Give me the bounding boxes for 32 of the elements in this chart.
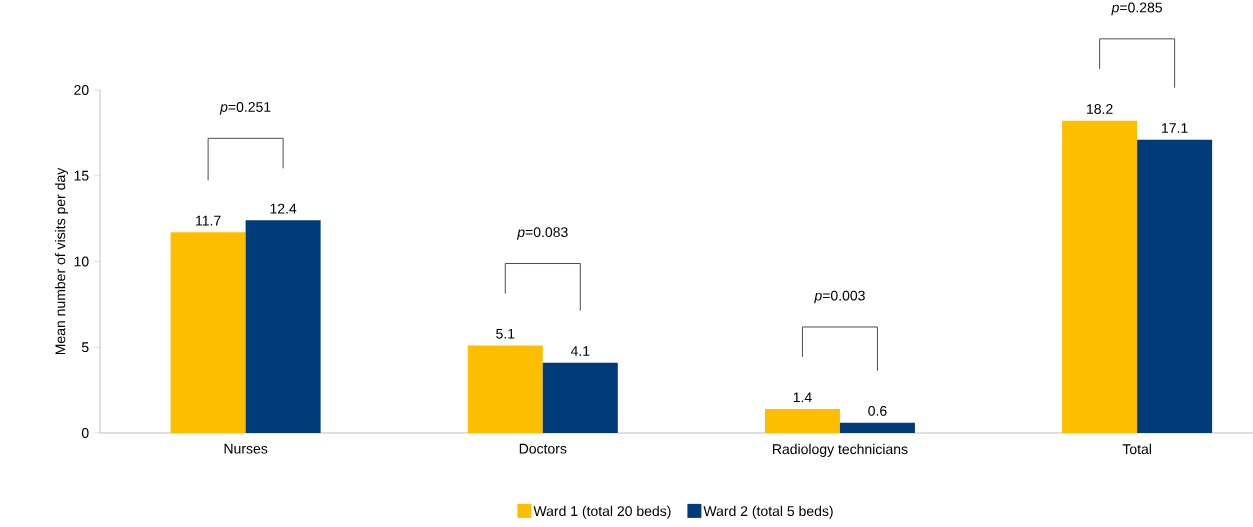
x-tick-label: Doctors [519, 443, 567, 454]
bar [245, 220, 321, 433]
annotation: p=0.003 [814, 290, 865, 304]
y-tick-label: 20 [74, 85, 89, 95]
bar [170, 232, 246, 433]
annotation: p=0.251 [219, 101, 271, 115]
bar [1062, 120, 1138, 433]
y-tick-label: 10 [74, 256, 89, 267]
x-tick-label: Radiology technicians [773, 443, 908, 457]
data-label: 17.1 [1162, 123, 1188, 133]
data-label: 18.2 [1087, 104, 1113, 114]
bar [764, 408, 840, 433]
annotation: p=0.083 [516, 227, 568, 240]
y-tick-label: 0 [81, 428, 89, 438]
data-label: 12.4 [270, 203, 297, 214]
legend-label: Ward 2 (total 5 beds) [703, 505, 833, 519]
data-label: 11.7 [196, 215, 221, 226]
x-tick-label: Nurses [224, 443, 268, 454]
y-tick-label: 5 [81, 342, 89, 353]
text: p=0.285 [1111, 2, 1163, 16]
bar [1137, 139, 1213, 433]
data-label: 1.4 [793, 392, 812, 403]
data-label: 4.1 [570, 346, 590, 356]
bar [542, 362, 618, 433]
legend-label: Ward 1 (total 20 beds) [533, 505, 671, 519]
data-label: 0.6 [868, 405, 887, 416]
bar [467, 345, 543, 433]
bar [839, 422, 915, 433]
x-tick-label: Total [1122, 443, 1151, 455]
data-label: 5.1 [496, 328, 515, 339]
y-axis-title: Mean number of visits per day [55, 167, 69, 355]
y-tick-label: 15 [74, 170, 89, 181]
